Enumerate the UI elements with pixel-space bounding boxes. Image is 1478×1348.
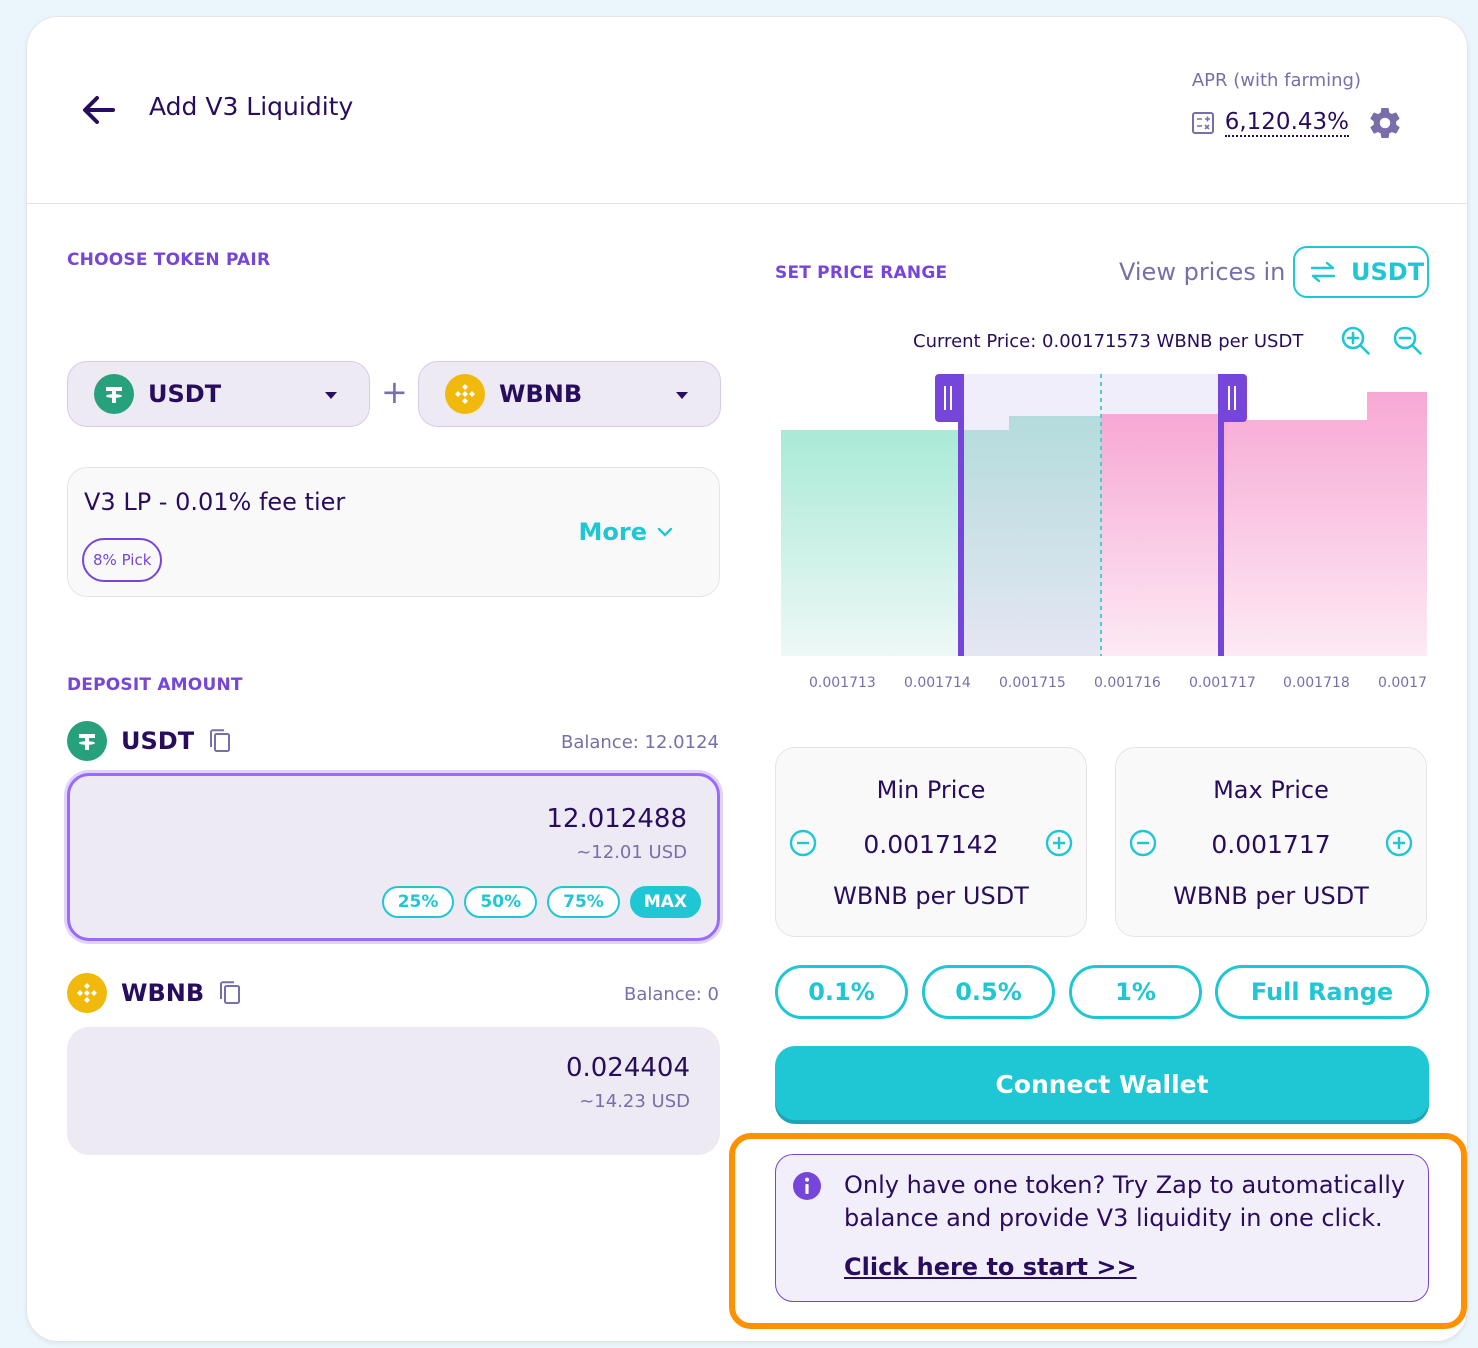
token-b-select[interactable]: WBNB (418, 361, 721, 427)
current-price-value: 0.00171573 WBNB per USDT (1042, 331, 1304, 352)
apr-row: 6,120.43% (1191, 105, 1403, 141)
token-a-usd-value: ~12.01 USD (576, 842, 687, 863)
range-0-5-button[interactable]: 0.5% (922, 965, 1055, 1019)
calculator-icon[interactable] (1191, 111, 1215, 135)
token-b-amount[interactable]: 0.024404 (565, 1053, 690, 1083)
deposit-token-a-row: USDT (67, 721, 232, 761)
zap-start-link[interactable]: Click here to start >> (844, 1253, 1137, 1281)
percent-buttons: 25% 50% 75% MAX (381, 886, 701, 918)
chevron-down-icon (676, 392, 688, 399)
full-range-button[interactable]: Full Range (1215, 965, 1429, 1019)
current-price: Current Price: 0.00171573 WBNB per USDT (913, 331, 1303, 352)
min-price-handle[interactable] (935, 374, 963, 422)
swap-arrows-icon (1310, 261, 1336, 283)
choose-token-pair-label: CHOOSE TOKEN PAIR (67, 250, 271, 270)
info-icon (793, 1172, 821, 1200)
price-axis: 0.001713 0.001714 0.001715 0.001716 0.00… (781, 675, 1441, 695)
fee-tier-title: V3 LP - 0.01% fee tier (84, 488, 346, 516)
connect-wallet-button[interactable]: Connect Wallet (775, 1046, 1429, 1124)
set-price-range-label: SET PRICE RANGE (775, 263, 948, 283)
view-prices-label: View prices in (1119, 258, 1286, 286)
token-b-usd-value: ~14.23 USD (579, 1091, 690, 1112)
max-price-title: Max Price (1213, 776, 1329, 804)
liquidity-bar (781, 430, 961, 656)
max-button[interactable]: MAX (629, 886, 701, 918)
axis-tick-label: 0.001714 (904, 675, 971, 691)
token-a-name: USDT (148, 380, 222, 408)
axis-tick-label: 0.001713 (809, 675, 876, 691)
token-b-name: WBNB (499, 380, 583, 408)
min-price-title: Min Price (876, 776, 986, 804)
token-a-amount-input[interactable]: 12.012488 ~12.01 USD 25% 50% 75% MAX (67, 773, 720, 941)
token-a-balance: Balance: 12.0124 (560, 732, 719, 753)
plus-icon: + (381, 373, 408, 411)
bnb-logo-icon (67, 973, 107, 1013)
copy-icon[interactable] (208, 728, 232, 754)
max-price-box: Max Price 0.001717 WBNB per USDT (1115, 747, 1427, 937)
liquidity-bar (1227, 392, 1427, 656)
min-price-unit: WBNB per USDT (833, 882, 1029, 910)
liquidity-bar (1101, 414, 1227, 656)
fee-tier-box: V3 LP - 0.01% fee tier 8% Pick More (67, 467, 720, 597)
percent-75-button[interactable]: 75% (547, 886, 620, 918)
deposit-token-b-name: WBNB (121, 979, 205, 1007)
usdt-logo-icon (67, 721, 107, 761)
liquidity-depth-chart[interactable] (781, 374, 1427, 656)
gear-icon[interactable] (1367, 105, 1403, 141)
token-a-select[interactable]: USDT (67, 361, 370, 427)
minus-circle-icon[interactable] (788, 828, 818, 858)
bnb-logo-icon (445, 374, 485, 414)
chevron-down-icon (325, 392, 337, 399)
copy-icon[interactable] (218, 980, 242, 1006)
axis-tick-label: 0.001718 (1283, 675, 1350, 691)
percent-50-button[interactable]: 50% (464, 886, 538, 918)
range-1-button[interactable]: 1% (1069, 965, 1202, 1019)
deposit-token-a-name: USDT (121, 727, 195, 755)
axis-tick-label: 0.001717 (1189, 675, 1256, 691)
token-a-amount[interactable]: 12.012488 (546, 804, 687, 834)
more-label: More (578, 518, 647, 546)
arrow-left-icon[interactable] (79, 90, 119, 130)
axis-tick-label: 0.001715 (999, 675, 1066, 691)
usdt-logo-icon (94, 374, 134, 414)
more-button[interactable]: More (579, 518, 673, 546)
plus-circle-icon[interactable] (1384, 828, 1414, 858)
max-price-handle-line[interactable] (1218, 374, 1224, 656)
zap-highlight-outline (729, 1133, 1467, 1329)
max-price-unit: WBNB per USDT (1173, 882, 1369, 910)
apr-value[interactable]: 6,120.43% (1224, 109, 1349, 137)
min-price-handle-line[interactable] (958, 374, 964, 656)
token-b-amount-input[interactable]: 0.024404 ~14.23 USD (67, 1027, 720, 1155)
zoom-out-icon[interactable] (1391, 324, 1425, 358)
percent-25-button[interactable]: 25% (381, 886, 455, 918)
minus-circle-icon[interactable] (1128, 828, 1158, 858)
zoom-in-icon[interactable] (1339, 324, 1373, 358)
axis-tick-label: 0.001716 (1094, 675, 1161, 691)
plus-circle-icon[interactable] (1044, 828, 1074, 858)
price-unit-label: USDT (1351, 258, 1425, 286)
zap-notice: Only have one token? Try Zap to automati… (775, 1154, 1429, 1302)
deposit-token-b-row: WBNB (67, 973, 242, 1013)
axis-tick-label: 0.0017 (1378, 675, 1427, 691)
token-b-balance: Balance: 0 (623, 984, 719, 1005)
min-price-value[interactable]: 0.0017142 (863, 830, 999, 859)
min-price-box: Min Price 0.0017142 WBNB per USDT (775, 747, 1087, 937)
pick-badge: 8% Pick (82, 538, 163, 582)
liquidity-bar (961, 416, 1101, 656)
max-price-handle[interactable] (1219, 374, 1247, 422)
current-price-label: Current Price: (913, 331, 1037, 352)
deposit-amount-label: DEPOSIT AMOUNT (67, 675, 243, 695)
range-0-1-button[interactable]: 0.1% (775, 965, 908, 1019)
max-price-value[interactable]: 0.001717 (1211, 830, 1331, 859)
page-title: Add V3 Liquidity (149, 92, 354, 121)
zap-message: Only have one token? Try Zap to automati… (844, 1171, 1406, 1232)
card-header: Add V3 Liquidity APR (with farming) 6,12… (27, 17, 1467, 204)
apr-label: APR (with farming) (1191, 70, 1361, 91)
chevron-down-icon (657, 527, 673, 537)
price-unit-toggle[interactable]: USDT (1293, 246, 1429, 298)
add-liquidity-card: Add V3 Liquidity APR (with farming) 6,12… (26, 16, 1468, 1342)
